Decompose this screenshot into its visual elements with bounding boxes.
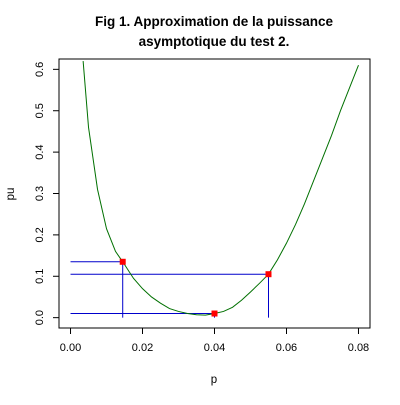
y-axis: 0.0 0.1 0.2 0.3 0.4 0.5 0.6 — [34, 62, 60, 325]
y-tick-label: 0.3 — [34, 186, 46, 201]
x-tick-label: 0.08 — [348, 342, 369, 354]
x-tick-label: 0.06 — [276, 342, 297, 354]
data-point-marker — [265, 271, 272, 278]
x-tick-label: 0.00 — [60, 342, 81, 354]
y-axis-title: pu — [5, 188, 17, 201]
y-tick-label: 0.6 — [34, 62, 46, 77]
y-tick-label: 0.1 — [34, 269, 46, 284]
x-tick-label: 0.02 — [132, 342, 153, 354]
y-tick-label: 0.2 — [34, 227, 46, 242]
x-axis-title: p — [211, 374, 217, 386]
x-tick-label: 0.04 — [204, 342, 225, 354]
x-axis: 0.00 0.02 0.04 0.06 0.08 — [60, 327, 369, 354]
data-point-marker — [211, 310, 218, 317]
y-tick-label: 0.4 — [34, 144, 46, 159]
y-tick-label: 0.5 — [34, 103, 46, 118]
data-point-marker — [119, 258, 126, 265]
points-layer — [119, 258, 272, 317]
chart-title-line-2: asymptotique du test 2. — [139, 34, 290, 49]
y-tick-label: 0.0 — [34, 310, 46, 325]
chart-title-line-1: Fig 1. Approximation de la puissance — [95, 14, 334, 29]
